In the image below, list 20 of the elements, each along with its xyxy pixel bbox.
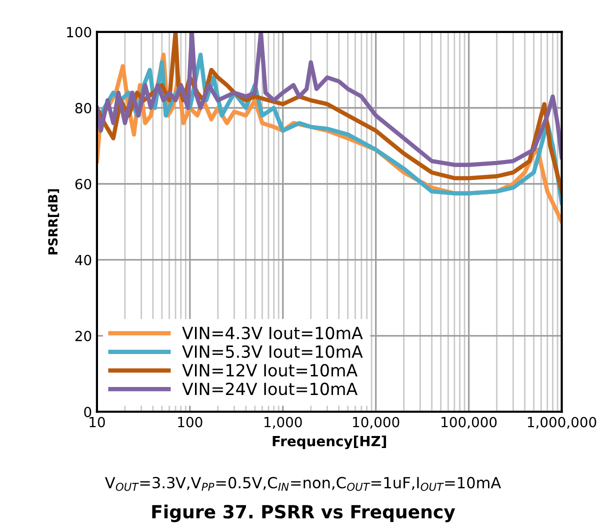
x-axis-title: Frequency[HZ]: [272, 436, 386, 450]
legend-label: VIN=12V Iout=10mA: [182, 364, 358, 377]
x-tick-label: 100,000: [442, 416, 497, 429]
y-tick-label: 40: [75, 254, 92, 266]
text: V$_{OUT}$=3.3V,V$_{PP}$=0.5V,C$_{IN}$=non,C$_{OUT}$=1uF,I$_{OUT}$=10mA: [104, 476, 502, 491]
legend-label: VIN=24V Iout=10mA: [182, 382, 358, 396]
x-tick-label: 1,000,000: [528, 416, 596, 429]
y-tick-label: 0: [84, 406, 92, 418]
x-tick-label: 1,000: [264, 416, 302, 429]
y-tick-label: 60: [75, 178, 92, 190]
y-axis-title: PSRR[dB]: [48, 189, 60, 254]
legend-label: VIN=4.3V Iout=10mA: [182, 326, 363, 340]
legend-label: VIN=5.3V Iout=10mA: [182, 345, 363, 358]
text: Figure 37. PSRR vs Frequency: [152, 504, 456, 522]
y-tick-label: 100: [67, 26, 92, 38]
x-tick-label: 10,000: [353, 416, 400, 429]
y-tick-label: 80: [75, 102, 92, 114]
x-tick-label: 100: [178, 416, 202, 428]
x-tick-label: 10: [90, 416, 105, 428]
y-tick-label: 20: [75, 330, 92, 342]
